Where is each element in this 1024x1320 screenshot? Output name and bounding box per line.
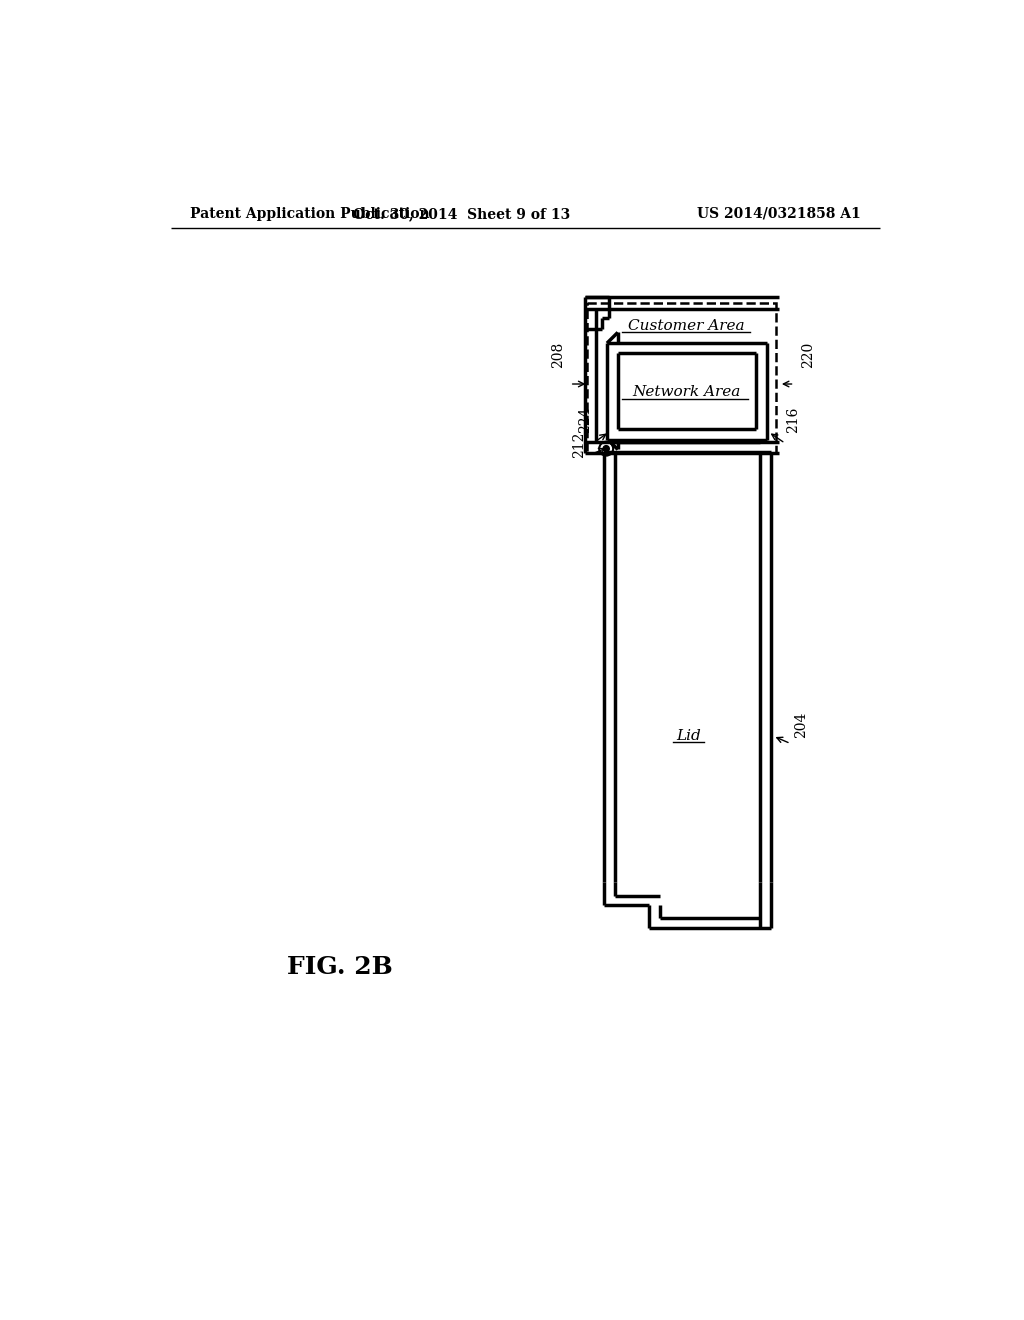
Text: 204: 204 [794, 711, 808, 738]
Text: Lid: Lid [676, 729, 700, 743]
Text: 212: 212 [572, 432, 586, 458]
Text: 220: 220 [802, 342, 815, 368]
Text: 208: 208 [551, 342, 565, 368]
Text: 216: 216 [786, 407, 800, 433]
Text: 224: 224 [579, 407, 592, 433]
Text: Oct. 30, 2014  Sheet 9 of 13: Oct. 30, 2014 Sheet 9 of 13 [352, 207, 570, 220]
Text: Customer Area: Customer Area [628, 319, 744, 333]
Text: Patent Application Publication: Patent Application Publication [190, 207, 430, 220]
Text: Network Area: Network Area [632, 384, 740, 399]
Circle shape [603, 446, 609, 451]
Text: US 2014/0321858 A1: US 2014/0321858 A1 [697, 207, 861, 220]
Text: FIG. 2B: FIG. 2B [287, 954, 392, 979]
Bar [587, 304, 776, 453]
